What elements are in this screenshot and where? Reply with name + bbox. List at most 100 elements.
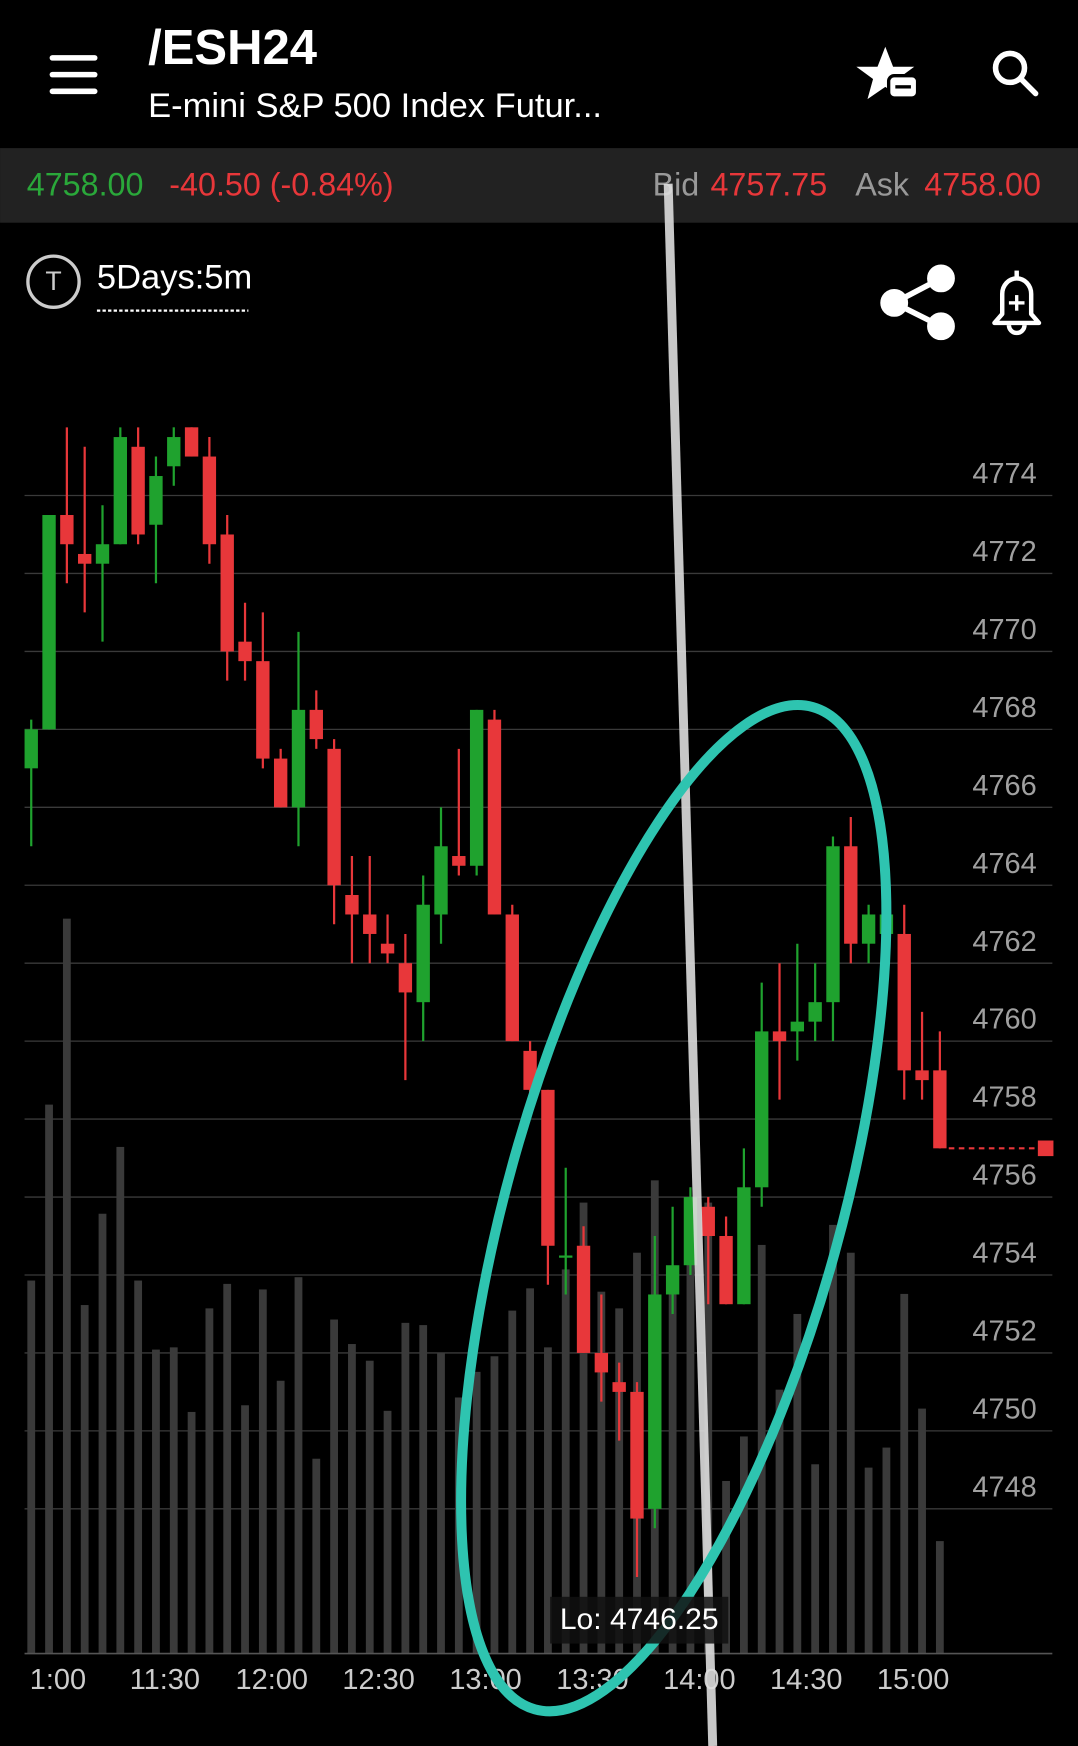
y-tick-label: 4750 [972, 1393, 1036, 1425]
candle-body [202, 456, 217, 545]
y-tick-label: 4766 [972, 770, 1036, 802]
volume-bar [169, 1347, 178, 1654]
candle-body [95, 544, 110, 564]
volume-bar [312, 1458, 321, 1654]
candle-body [844, 846, 858, 944]
ask-label: Ask [855, 167, 910, 203]
candle-body [42, 515, 56, 730]
x-tick-label: 12:00 [236, 1664, 308, 1696]
candle-body [327, 748, 341, 886]
share-button[interactable] [880, 264, 955, 341]
price-change: -40.50 (-0.84%) [169, 167, 393, 203]
drawn-trend-line[interactable] [663, 183, 718, 1746]
candle-body [131, 446, 145, 535]
volume-bar [508, 1310, 517, 1654]
candle-body [167, 437, 181, 467]
candle-body [416, 904, 430, 1003]
low-label: Lo: 4746.25 [560, 1603, 719, 1636]
volume-bar [793, 1313, 802, 1654]
volume-bar [490, 1356, 499, 1654]
x-tick-label: 14:30 [770, 1664, 842, 1696]
volume-bar [900, 1293, 909, 1654]
candle-body [434, 846, 448, 915]
candle-body [256, 661, 270, 759]
timeframe[interactable]: 5Days:5m [97, 259, 252, 297]
template-button[interactable]: T [26, 254, 81, 310]
volume-bar [686, 1197, 695, 1654]
volume-bar [811, 1464, 820, 1654]
candle-body [78, 553, 92, 564]
volume-bar [294, 1277, 303, 1654]
last-price: 4758.00 [27, 167, 144, 203]
candle-body [576, 1245, 591, 1353]
volume-bar [846, 1252, 855, 1654]
candle-body [505, 914, 519, 1042]
last-price-marker [1037, 1140, 1054, 1157]
x-tick-label: 15:00 [877, 1664, 949, 1696]
candle-body [113, 437, 127, 545]
candle-body [398, 963, 413, 993]
candle-body [559, 1255, 573, 1258]
y-tick-label: 4760 [972, 1004, 1036, 1036]
instrument-name: E-mini S&P 500 Index Futur... [148, 87, 602, 125]
volume-bar [829, 1224, 837, 1654]
volume-bar [437, 1352, 445, 1654]
menu-button[interactable] [49, 55, 98, 95]
candle-body [380, 943, 395, 954]
volume-bar [62, 918, 71, 1654]
volume-bar [544, 1347, 552, 1654]
volume-bar [401, 1322, 410, 1654]
bid-label: Bid [653, 167, 700, 203]
volume-bar [80, 1305, 89, 1654]
candle-body [594, 1352, 609, 1373]
volume-bar [918, 1408, 926, 1654]
volume-bar [276, 1380, 285, 1654]
candle-body [309, 709, 323, 740]
volume-bar [775, 1389, 784, 1654]
low-label-box [550, 1596, 729, 1644]
volume-bar [187, 1411, 196, 1654]
volume-bar [383, 1410, 392, 1654]
candle-body [149, 476, 163, 525]
volume-bar [45, 1104, 53, 1654]
candle-body [612, 1382, 626, 1392]
volume-bar [116, 1146, 125, 1654]
candle-body [665, 1265, 680, 1295]
volume-bar [597, 1291, 606, 1654]
volume-bar [935, 1541, 944, 1654]
candle-body [790, 1021, 805, 1032]
x-tick-label: 11:30 [130, 1664, 200, 1696]
candle-body [273, 758, 288, 808]
y-tick-label: 4772 [972, 536, 1036, 568]
y-tick-label: 4748 [972, 1471, 1036, 1503]
volume-bar [704, 1202, 713, 1654]
y-tick-label: 4774 [972, 458, 1036, 490]
y-tick-label: 4762 [972, 926, 1036, 958]
candle-body [630, 1391, 644, 1519]
y-tick-label: 4764 [972, 848, 1036, 880]
volume-bar [330, 1319, 339, 1654]
volume-bar [258, 1289, 267, 1654]
watchlist-button[interactable] [856, 46, 920, 100]
x-tick-label: 12:30 [342, 1664, 414, 1696]
candle-body [291, 709, 306, 808]
candle-body [238, 641, 252, 662]
candle-body [701, 1206, 715, 1237]
volume-bar [365, 1360, 374, 1654]
volume-bar [27, 1280, 36, 1654]
bid-price: 4757.75 [710, 167, 827, 203]
volume-bar [615, 1308, 624, 1654]
search-button[interactable] [992, 50, 1039, 97]
volume-bar [668, 1291, 677, 1654]
candle-body [487, 719, 502, 915]
drawn-ellipse[interactable] [374, 662, 974, 1746]
alert-button[interactable] [992, 270, 1042, 336]
y-tick-label: 4768 [972, 692, 1036, 724]
candle-body [772, 1031, 787, 1042]
y-tick-label: 4754 [972, 1238, 1036, 1270]
volume-bar [882, 1447, 891, 1654]
x-tick-label: 14:00 [663, 1664, 735, 1696]
y-tick-label: 4756 [972, 1160, 1036, 1192]
